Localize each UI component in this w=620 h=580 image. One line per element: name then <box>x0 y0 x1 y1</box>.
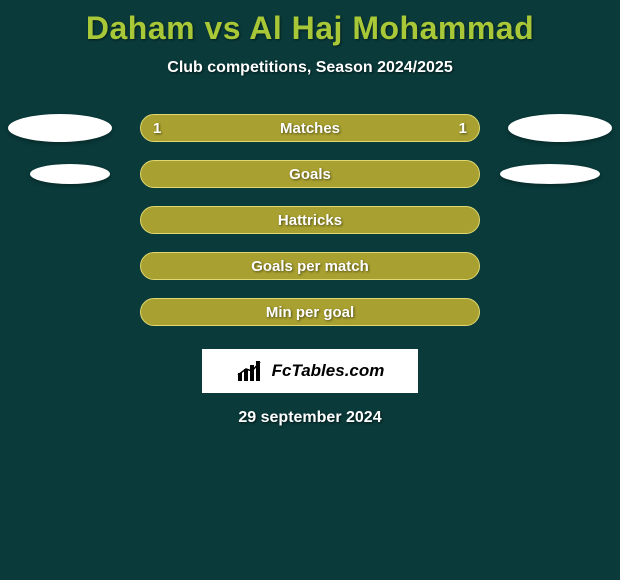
stat-row-min-per-goal: Min per goal <box>0 289 620 335</box>
stat-label: Matches <box>280 120 340 137</box>
bars-icon <box>236 359 266 383</box>
page-subtitle: Club competitions, Season 2024/2025 <box>0 59 620 77</box>
stat-value-right: 1 <box>459 120 467 137</box>
stats-rows: 1 Matches 1 Goals Hattricks Goals per ma… <box>0 77 620 335</box>
player-left-oval <box>30 164 110 184</box>
stat-label: Hattricks <box>278 212 342 229</box>
stat-label: Goals <box>289 166 331 183</box>
stat-bar: Min per goal <box>140 298 480 326</box>
stat-bar: Goals per match <box>140 252 480 280</box>
brand-text: FcTables.com <box>272 361 385 381</box>
stat-row-goals-per-match: Goals per match <box>0 243 620 289</box>
brand-logo[interactable]: FcTables.com <box>202 349 418 393</box>
stat-row-matches: 1 Matches 1 <box>0 105 620 151</box>
player-right-oval <box>508 114 612 142</box>
stat-label: Goals per match <box>251 258 369 275</box>
player-left-oval <box>8 114 112 142</box>
stat-row-goals: Goals <box>0 151 620 197</box>
date-label: 29 september 2024 <box>0 409 620 427</box>
stat-bar: Hattricks <box>140 206 480 234</box>
page-title: Daham vs Al Haj Mohammad <box>0 0 620 47</box>
stat-row-hattricks: Hattricks <box>0 197 620 243</box>
stat-value-left: 1 <box>153 120 161 137</box>
player-right-oval <box>500 164 600 184</box>
stat-label: Min per goal <box>266 304 354 321</box>
stat-bar: Goals <box>140 160 480 188</box>
stat-bar: 1 Matches 1 <box>140 114 480 142</box>
